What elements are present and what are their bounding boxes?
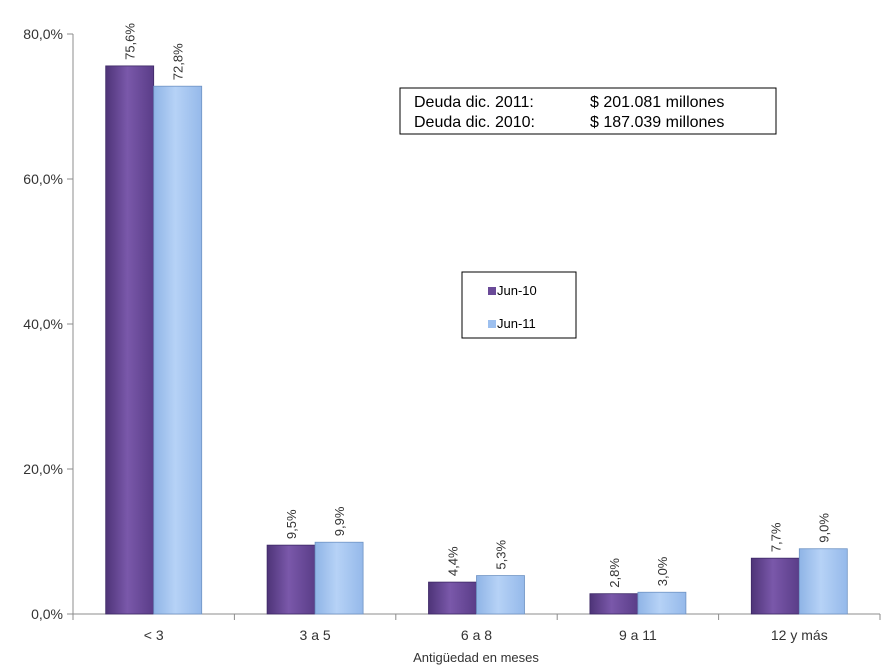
data-label: 7,7% [768,522,783,552]
legend-swatch-jun-10 [488,287,496,295]
debt-info-box: Deuda dic. 2011: $ 201.081 millones Deud… [399,87,777,135]
category-label: 6 a 8 [461,627,492,643]
data-label: 4,4% [446,546,461,576]
bar-jun-10 [105,65,155,615]
legend-label-jun-10: Jun-10 [497,283,537,298]
y-tick-label: 20,0% [23,461,63,477]
category-label: 3 a 5 [300,627,331,643]
legend-swatch-jun-11 [488,320,496,328]
y-tick-label: 80,0% [23,26,63,42]
y-axis-ticks: 0,0% 20,0% 40,0% 60,0% 80,0% [23,26,73,622]
data-label: 75,6% [123,23,138,60]
data-label: 9,0% [816,513,831,543]
category-label: 9 a 11 [619,627,657,643]
data-label: 72,8% [171,43,186,80]
x-axis-title: Antigüedad en meses [413,650,539,665]
data-label: 9,5% [284,509,299,539]
bar-jun-10 [266,544,316,615]
data-labels: 75,6% 72,8% 9,5% 9,9% 4,4% 5,3% 2,8% 3,0% 7,7% 9,… [123,23,832,588]
debt-2010-value: $ 187.039 millones [590,114,724,131]
y-tick-label: 40,0% [23,316,63,332]
data-label: 5,3% [494,540,509,570]
legend-label-jun-11: Jun-11 [497,316,536,331]
category-label: 12 y más [771,627,828,643]
y-tick-label: 60,0% [23,171,63,187]
legend-border [461,271,577,339]
bar-jun-10 [589,593,639,615]
data-label: 9,9% [332,506,347,536]
debt-2011-value: $ 201.081 millones [590,94,724,111]
bar-jun-11 [637,591,687,615]
bar-series [105,65,848,615]
category-label: < 3 [144,627,164,643]
debt-2011-label: Deuda dic. 2011: [414,94,534,111]
x-axis-ticks: < 3 3 a 5 6 a 8 9 a 11 12 y más [72,614,881,643]
data-label: 3,0% [655,556,670,586]
legend: Jun-10 Jun-11 [461,271,577,339]
bar-jun-11 [314,541,364,615]
data-label: 2,8% [607,558,622,588]
debt-info-box-border [399,87,777,135]
bar-jun-11 [153,85,203,615]
y-tick-label: 0,0% [31,606,63,622]
bar-jun-10 [428,581,477,615]
bar-jun-10 [750,557,800,615]
bar-jun-11 [798,548,848,615]
debt-2010-label: Deuda dic. 2010: [414,114,535,131]
bar-jun-11 [476,575,525,615]
